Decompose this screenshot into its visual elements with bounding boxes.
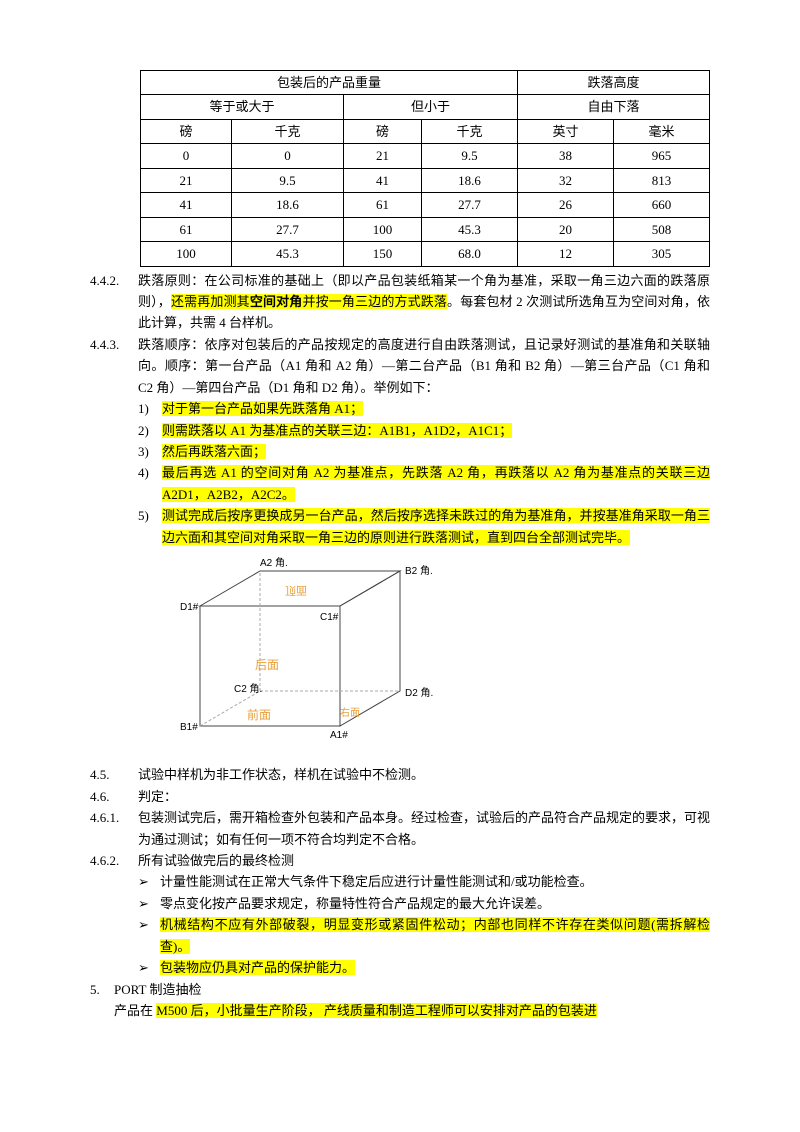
section-num: 4.6.1. (90, 807, 138, 850)
section-text: 跌落顺序：依序对包装后的产品按规定的高度进行自由跌落测试，且记录好测试的基准角和… (138, 334, 710, 398)
th-unit: 英寸 (518, 119, 614, 143)
label-b2: B2 角. (405, 564, 433, 581)
label-c2: C2 角. (234, 682, 262, 699)
drop-height-table: 包装后的产品重量 跌落高度 等于或大于 但小于 自由下落 磅 千克 磅 千克 英… (140, 70, 710, 267)
list-item: 1)对于第一台产品如果先跌落角 A1； (138, 398, 710, 419)
arrow-icon: ➢ (138, 893, 160, 914)
th-unit: 毫米 (613, 119, 709, 143)
arrow-icon: ➢ (138, 957, 160, 978)
face-back: 后面 (255, 656, 279, 676)
section-4-6-1: 4.6.1. 包装测试完后，需开箱检查外包装和产品本身。经过检查，试验后的产品符… (90, 807, 710, 850)
th-lt: 但小于 (343, 95, 517, 119)
face-side: 右面 (340, 706, 360, 723)
th-freefall: 自由下落 (518, 95, 710, 119)
section-num: 4.4.2. (90, 270, 138, 334)
section-title: PORT 制造抽检 (114, 979, 710, 1000)
th-unit: 千克 (232, 119, 344, 143)
th-unit: 千克 (422, 119, 518, 143)
section-4-6-2: 4.6.2. 所有试验做完后的最终检测 (90, 850, 710, 871)
section-text: 包装测试完后，需开箱检查外包装和产品本身。经过检查，试验后的产品符合产品规定的要… (138, 807, 710, 850)
label-d2: D2 角. (405, 686, 433, 703)
section-text: 判定： (138, 786, 710, 807)
section-5: 5. PORT 制造抽检 (90, 979, 710, 1000)
table-row: 6127.710045.320508 (141, 217, 710, 241)
face-top: 顶面 (285, 581, 307, 599)
label-a1: A1# (330, 728, 348, 745)
bullet-item: ➢计量性能测试在正常大气条件下稳定后应进行计量性能测试和/或功能检查。 (138, 871, 710, 892)
label-b1: B1# (180, 720, 198, 737)
table-row: 219.54118.632813 (141, 168, 710, 192)
section-num: 4.6.2. (90, 850, 138, 871)
label-c1: C1# (320, 610, 338, 627)
th-gte: 等于或大于 (141, 95, 344, 119)
section-4-6: 4.6. 判定： (90, 786, 710, 807)
label-a2: A2 角. (260, 556, 288, 573)
section-text: 所有试验做完后的最终检测 (138, 850, 710, 871)
table-row: 00219.538965 (141, 144, 710, 168)
table-row: 4118.66127.726660 (141, 193, 710, 217)
section-num: 4.6. (90, 786, 138, 807)
section-4-4-3: 4.4.3. 跌落顺序：依序对包装后的产品按规定的高度进行自由跌落测试，且记录好… (90, 334, 710, 398)
section-num: 5. (90, 979, 114, 1000)
th-weight: 包装后的产品重量 (141, 71, 518, 95)
table-row: 10045.315068.012305 (141, 242, 710, 266)
cube-diagram: A2 角. B2 角. D1# C1# C2 角. D2 角. B1# A1# … (180, 556, 460, 756)
section-num: 4.5. (90, 764, 138, 785)
list-item: 2)则需跌落以 A1 为基准点的关联三边：A1B1，A1D2，A1C1； (138, 420, 710, 441)
arrow-icon: ➢ (138, 914, 160, 957)
face-front: 前面 (247, 706, 271, 726)
th-unit: 磅 (343, 119, 421, 143)
bullet-item: ➢零点变化按产品要求规定，称量特性符合产品规定的最大允许误差。 (138, 893, 710, 914)
label-d1: D1# (180, 600, 198, 617)
bullet-item: ➢包装物应仍具对产品的保护能力。 (138, 957, 710, 978)
section-text: 跌落原则：在公司标准的基础上（即以产品包装纸箱某一个角为基准，采取一角三边六面的… (138, 270, 710, 334)
list-item: 4)最后再选 A1 的空间对角 A2 为基准点，先跌落 A2 角，再跌落以 A2… (138, 462, 710, 505)
section-num: 4.4.3. (90, 334, 138, 398)
arrow-icon: ➢ (138, 871, 160, 892)
th-height: 跌落高度 (518, 71, 710, 95)
th-unit: 磅 (141, 119, 232, 143)
section-5-para: 产品在 M500 后，小批量生产阶段， 产线质量和制造工程师可以安排对产品的包装… (114, 1000, 710, 1021)
list-item: 5)测试完成后按序更换成另一台产品，然后按序选择未跌过的角为基准角，并按基准角采… (138, 505, 710, 548)
section-text: 试验中样机为非工作状态，样机在试验中不检测。 (138, 764, 710, 785)
section-4-5: 4.5. 试验中样机为非工作状态，样机在试验中不检测。 (90, 764, 710, 785)
section-4-4-2: 4.4.2. 跌落原则：在公司标准的基础上（即以产品包装纸箱某一个角为基准，采取… (90, 270, 710, 334)
bullet-item: ➢机械结构不应有外部破裂，明显变形或紧固件松动；内部也同样不许存在类似问题(需拆… (138, 914, 710, 957)
list-item: 3)然后再跌落六面； (138, 441, 710, 462)
